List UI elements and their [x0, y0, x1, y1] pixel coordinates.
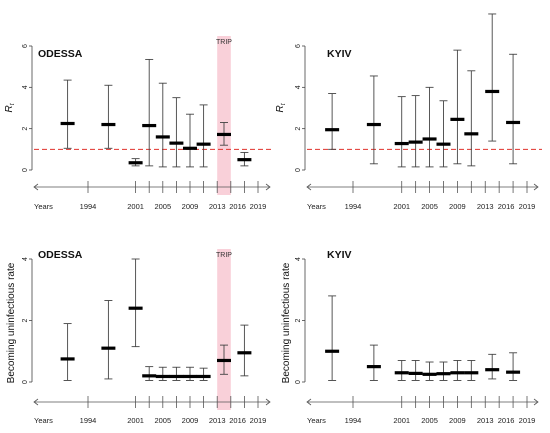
panel-title: ODESSA	[38, 249, 83, 261]
timeline-arrow-right	[265, 183, 271, 191]
trip-band	[217, 36, 231, 195]
timeline-label: 2005	[154, 202, 171, 211]
timeline-label: 2005	[154, 416, 171, 425]
y-axis-label: Becoming uninfectious rate	[281, 262, 292, 383]
trip-label: TRIP	[216, 39, 232, 46]
timeline-label: 2013	[209, 416, 226, 425]
timeline-arrow-right	[265, 398, 271, 406]
y-axis-label: Becoming uninfectious rate	[6, 262, 17, 383]
timeline-arrow-right	[533, 398, 539, 406]
timeline-label: 2005	[421, 416, 438, 425]
timeline-label: 2019	[519, 202, 536, 211]
timeline-label: 2019	[519, 416, 536, 425]
timeline-label: 2009	[449, 416, 466, 425]
timeline-arrow-left	[306, 183, 312, 191]
timeline-label: 2016	[229, 202, 246, 211]
timeline-arrow-left	[306, 398, 312, 406]
timeline-label: 2016	[498, 202, 515, 211]
timeline-start-label: Years	[34, 416, 53, 425]
panel-kyiv-rate: KYIV Becoming uninfectious rate 0 2 4 Years…	[281, 249, 539, 425]
panel-odessa-rt: TRIP ODESSA Rt 0 2 4 6 Years 1994 2001 2005 2009…	[4, 36, 274, 211]
y-tick-label: 4	[22, 257, 29, 261]
timeline-label: 2013	[209, 202, 226, 211]
timeline-start-label: Years	[34, 202, 53, 211]
timeline-label: 2019	[250, 416, 267, 425]
timeline-label: 2005	[421, 202, 438, 211]
timeline-label: 2001	[127, 202, 144, 211]
panel-kyiv-rt: KYIV Rt 0 2 4 6 Years 1994 2001 2005 2009 2013 201…	[275, 13, 542, 211]
y-tick-label: 6	[295, 44, 302, 48]
y-tick-label: 0	[295, 168, 302, 172]
timeline-label: 2013	[477, 202, 494, 211]
timeline-label: 2009	[182, 202, 199, 211]
y-tick-label: 4	[295, 257, 302, 261]
timeline-label: 1994	[345, 202, 362, 211]
timeline-label: 2016	[498, 416, 515, 425]
y-tick-label: 0	[295, 380, 302, 384]
panel-title: KYIV	[327, 48, 352, 60]
timeline-label: 2009	[182, 416, 199, 425]
timeline-label: 1994	[345, 416, 362, 425]
timeline-label: 2009	[449, 202, 466, 211]
y-tick-label: 0	[22, 380, 29, 384]
panel-title: KYIV	[327, 249, 352, 261]
timeline-arrow-right	[533, 183, 539, 191]
timeline-start-label: Years	[307, 416, 326, 425]
y-tick-label: 2	[295, 127, 302, 131]
timeline-label: 2013	[477, 416, 494, 425]
trip-label: TRIP	[216, 252, 232, 259]
timeline-arrow-left	[33, 183, 39, 191]
timeline-label: 2001	[127, 416, 144, 425]
timeline-arrow-left	[33, 398, 39, 406]
trip-band	[217, 249, 231, 410]
timeline-label: 2001	[393, 416, 410, 425]
timeline-label: 2001	[393, 202, 410, 211]
timeline-label: 2019	[250, 202, 267, 211]
y-axis-label: Rt	[4, 102, 16, 112]
y-tick-label: 2	[22, 318, 29, 322]
y-tick-label: 2	[22, 127, 29, 131]
y-axis-label: Rt	[275, 102, 287, 112]
timeline-label: 1994	[80, 202, 97, 211]
y-tick-label: 2	[295, 318, 302, 322]
timeline-label: 2016	[229, 416, 246, 425]
panel-title: ODESSA	[38, 48, 83, 60]
timeline-label: 1994	[80, 416, 97, 425]
panel-odessa-rate: TRIP ODESSA Becoming uninfectious rate 0…	[6, 249, 271, 425]
y-tick-label: 4	[295, 85, 302, 89]
y-tick-label: 6	[22, 44, 29, 48]
timeline-start-label: Years	[307, 202, 326, 211]
y-tick-label: 4	[22, 85, 29, 89]
y-tick-label: 0	[22, 168, 29, 172]
